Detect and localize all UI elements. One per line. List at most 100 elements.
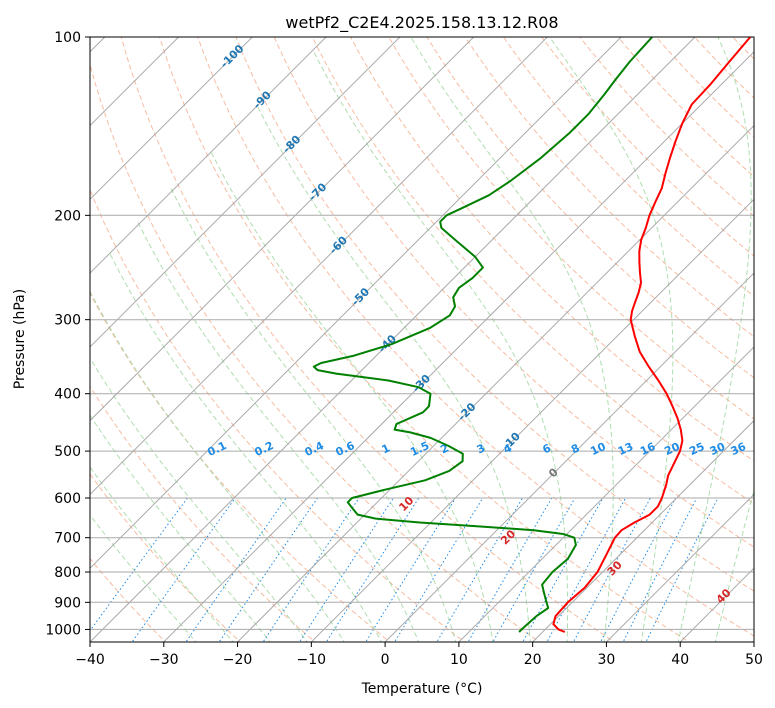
mixing-ratio-label: 25 [687,440,706,458]
x-tick-label: 30 [598,652,616,668]
mixing-ratio-line [325,497,420,642]
dry-adiabat-line [120,37,616,642]
mixing-ratio-label: 36 [729,440,749,458]
mixing-ratio-label: 20 [662,440,682,458]
dry-adiabat-line [758,24,775,645]
moist-adiabat-line [108,251,382,642]
mixing-ratio-label: 10 [588,440,608,458]
x-tick-label: 10 [450,652,468,668]
moist-adiabat-line [90,466,234,642]
y-axis: 1000 900 800 700 600 500 400 300 200 100 [45,30,90,638]
isotherm-line [90,37,327,274]
moist-adiabat-line [209,149,494,642]
mixing-ratio-line [436,497,524,642]
dry-adiabat-line [273,37,754,548]
y-tick-label: 500 [54,444,81,460]
moist-adiabat-line [90,414,271,642]
dry-adiabat-line [426,37,754,379]
dry-adiabat-line [90,385,316,642]
moist-adiabat-line [410,37,614,642]
moist-adiabat-line [170,187,457,642]
isotherm-line [236,124,754,642]
mixing-ratio-line [365,497,457,642]
dry-adiabat-line [158,37,691,642]
isotherm-line [90,37,475,422]
x-tick-label: 40 [671,652,689,668]
adiabat-label: 10 [396,494,416,514]
dry-adiabat-line [197,37,754,637]
chart-title: wetPf2_C2E4.2025.158.13.12.R08 [285,13,558,33]
plot-area: -100-90-80-70-60-50-40-30-20-10010203040… [90,24,775,645]
isotherm-line [384,272,754,642]
adiabat-label: 30 [605,558,625,578]
x-axis: −40 −30 −20 −10 0 10 20 30 40 50 [75,642,763,668]
dry-adiabat-line [388,37,754,420]
isotherm-line [90,37,622,569]
mixing-ratio-line [492,497,576,642]
moist-adiabat-line [677,37,752,642]
mixing-ratio-line [90,497,188,632]
moist-adiabat-line [90,356,308,642]
mixing-ratio-line [467,497,553,642]
y-tick-label: 900 [54,595,81,611]
mixing-ratio-line [622,497,698,642]
mixing-ratio-line [298,497,394,642]
adiabat-label: 20 [498,527,518,547]
mixing-ratio-line [262,497,360,642]
moist-adiabat-line [312,49,569,642]
mixing-ratio-line [645,497,719,642]
mixing-ratio-label: 0.2 [253,439,276,459]
dry-adiabat-line [655,37,754,138]
dry-adiabat-line [90,292,391,642]
isotherm-line [458,346,754,642]
isotherm-line [753,641,754,642]
mixing-ratio-label: 13 [616,440,635,458]
x-axis-label: Temperature (°C) [361,681,483,697]
reference-labels: -100-90-80-70-60-50-40-30-20-10010203040… [205,42,748,606]
dry-adiabat-line [350,37,754,462]
dry-adiabat-line [90,473,241,642]
y-tick-label: 400 [54,387,81,403]
x-tick-label: −20 [223,652,253,668]
isotherm-line [90,37,180,127]
mixing-ratio-line [394,497,484,642]
moist-adiabat-line [256,104,531,642]
adiabat-label: 40 [714,586,734,606]
y-tick-label: 800 [54,565,81,581]
y-tick-label: 300 [54,313,81,329]
isotherm-line [90,37,401,348]
isotherm-line [162,51,754,642]
mixing-ratio-line [218,497,319,642]
y-tick-label: 1000 [45,622,81,638]
dry-adiabat-line [311,37,754,505]
dry-adiabat-line [90,62,541,642]
isotherms [90,37,754,642]
mixing-ratio-label: 1 [380,442,392,457]
y-tick-label: 100 [54,30,81,46]
dry-adiabat-line [732,37,754,60]
mixing-ratio-label: 0.4 [303,439,326,459]
isotherm-line [605,493,754,642]
dry-adiabat-line [464,37,754,338]
profile-series [312,37,752,633]
plot-frame [89,36,755,643]
y-tick-label: 700 [54,531,81,547]
mixing-ratio-line [522,497,604,642]
x-tick-label: −10 [297,652,327,668]
mixing-ratio-label: 16 [638,440,658,458]
mixing-ratio-label: 8 [569,442,581,457]
isotherm-line [90,37,549,496]
isotherm-line [531,419,754,642]
y-axis-label: Pressure (hPa) [12,289,28,389]
moist-adiabat-line [137,221,420,642]
isotherm-line [310,198,754,642]
x-tick-label: 0 [381,652,390,668]
y-tick-label: 200 [54,208,81,224]
x-tick-label: −30 [149,652,179,668]
dewpoint-profile-line [312,37,653,633]
mixing-ratio-label: 0.1 [205,439,228,459]
mixing-ratio-line [185,497,287,642]
temperature-profile-line [552,37,752,633]
mixing-ratio-label: 3 [475,442,487,457]
